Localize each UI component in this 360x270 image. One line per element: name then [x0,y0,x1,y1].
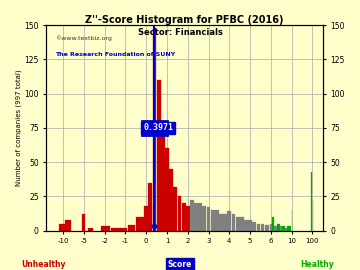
Bar [120,228,127,231]
Title: Z''-Score Histogram for PFBC (2016): Z''-Score Histogram for PFBC (2016) [85,15,284,25]
Bar [104,227,110,231]
Bar [153,28,156,231]
Bar [111,228,119,231]
Bar [101,227,104,231]
Y-axis label: Number of companies (997 total): Number of companies (997 total) [15,69,22,186]
Bar [252,222,256,231]
Bar [165,148,169,231]
Bar [282,228,284,231]
Bar [186,206,190,231]
Bar [182,203,185,231]
Bar [274,227,276,231]
Bar [277,228,279,231]
Bar [244,220,248,231]
Bar [231,214,235,231]
Bar [283,227,285,231]
Bar [198,203,202,231]
Bar [194,203,198,231]
Text: The Research Foundation of SUNY: The Research Foundation of SUNY [55,52,175,57]
Bar [87,228,93,231]
Bar [211,210,215,231]
Bar [144,206,152,231]
Bar [59,224,65,231]
Bar [207,207,211,231]
Bar [279,227,282,231]
Bar [228,211,231,231]
Bar [81,214,85,231]
Bar [190,200,194,231]
Bar [161,121,165,231]
Text: Healthy: Healthy [300,260,334,269]
Text: Score: Score [168,260,192,269]
Bar [257,224,260,231]
Bar [215,210,219,231]
Bar [271,227,274,231]
Text: Sector: Financials: Sector: Financials [138,28,222,37]
Bar [270,224,272,231]
Bar [128,225,135,231]
Bar [202,206,206,231]
Bar [265,225,269,231]
Bar [169,169,173,231]
Bar [240,217,244,231]
Bar [157,80,161,231]
Text: 0.3971: 0.3971 [143,123,173,132]
Text: ©www.textbiz.org: ©www.textbiz.org [55,35,112,41]
Bar [219,214,223,231]
Bar [287,227,292,231]
Bar [311,172,312,231]
Bar [136,217,144,231]
Bar [261,224,265,231]
Bar [236,217,239,231]
Bar [223,214,227,231]
Bar [174,187,177,231]
Bar [272,217,274,231]
Bar [312,200,313,231]
Bar [66,220,71,231]
Bar [177,196,181,231]
Bar [284,228,287,231]
Bar [248,220,252,231]
Bar [148,183,152,231]
Text: Unhealthy: Unhealthy [21,260,66,269]
Bar [277,224,280,231]
